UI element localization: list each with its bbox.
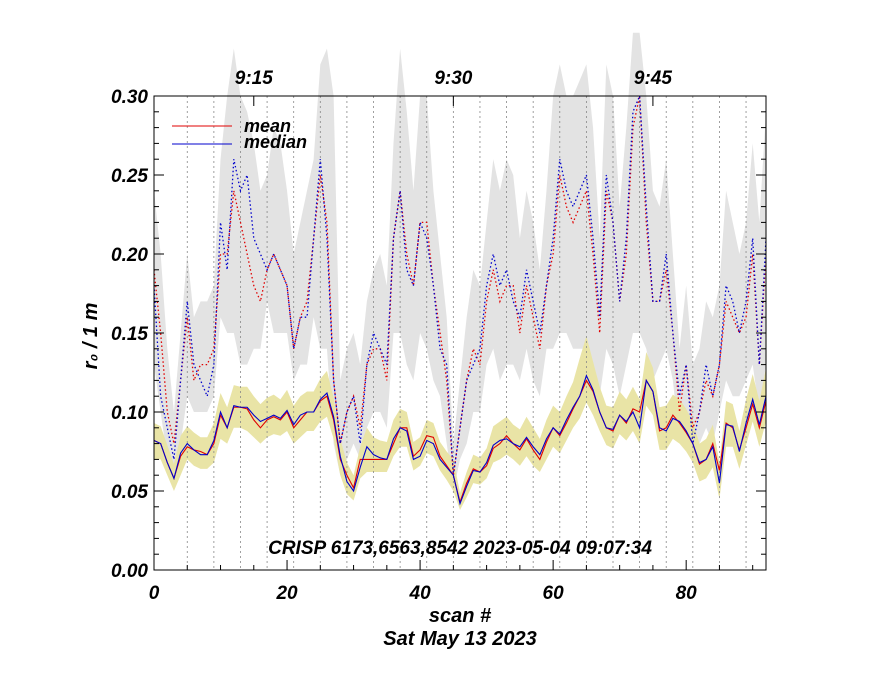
series-lines <box>154 95 766 506</box>
y-axis-label: r₀ / 1 m <box>80 303 102 370</box>
axes: 0.00 0.05 0.10 0.15 0.20 0.25 0.30 0 20 40 60 80 9:1… <box>111 68 767 604</box>
y-tick-label: 0.20 <box>111 245 148 266</box>
chart-subtitle: Sat May 13 2023 <box>383 628 536 650</box>
scan-marker-lines <box>186 96 747 570</box>
y-tick-label: 0.00 <box>111 561 148 582</box>
x-tick-label: 80 <box>676 583 698 604</box>
legend-mean-label: mean <box>244 116 291 136</box>
series-line-mean-upper <box>154 95 766 476</box>
legend: mean median <box>172 116 307 152</box>
top-tick-label: 9:15 <box>235 68 273 89</box>
y-tick-label: 0.30 <box>111 87 148 108</box>
band-lower <box>154 336 766 510</box>
y-tick-label: 0.15 <box>111 324 148 345</box>
y-tick-label: 0.10 <box>111 403 148 424</box>
x-tick-label: 60 <box>543 583 565 604</box>
spread-bands <box>154 32 766 510</box>
top-tick-label: 9:30 <box>434 68 472 89</box>
y-tick-label: 0.05 <box>111 482 148 503</box>
x-axis-label: scan # <box>429 605 492 627</box>
x-tick-label: 0 <box>149 583 160 604</box>
series-line-median <box>154 374 766 506</box>
series-line-mean <box>154 378 766 504</box>
annotation-text: CRISP 6173,6563,8542 2023-05-04 09:07:34 <box>268 538 652 559</box>
x-tick-label: 20 <box>275 583 298 604</box>
legend-median-label: median <box>244 132 307 152</box>
x-tick-label: 40 <box>409 583 432 604</box>
top-tick-label: 9:45 <box>634 68 672 89</box>
y-tick-label: 0.25 <box>111 166 148 187</box>
